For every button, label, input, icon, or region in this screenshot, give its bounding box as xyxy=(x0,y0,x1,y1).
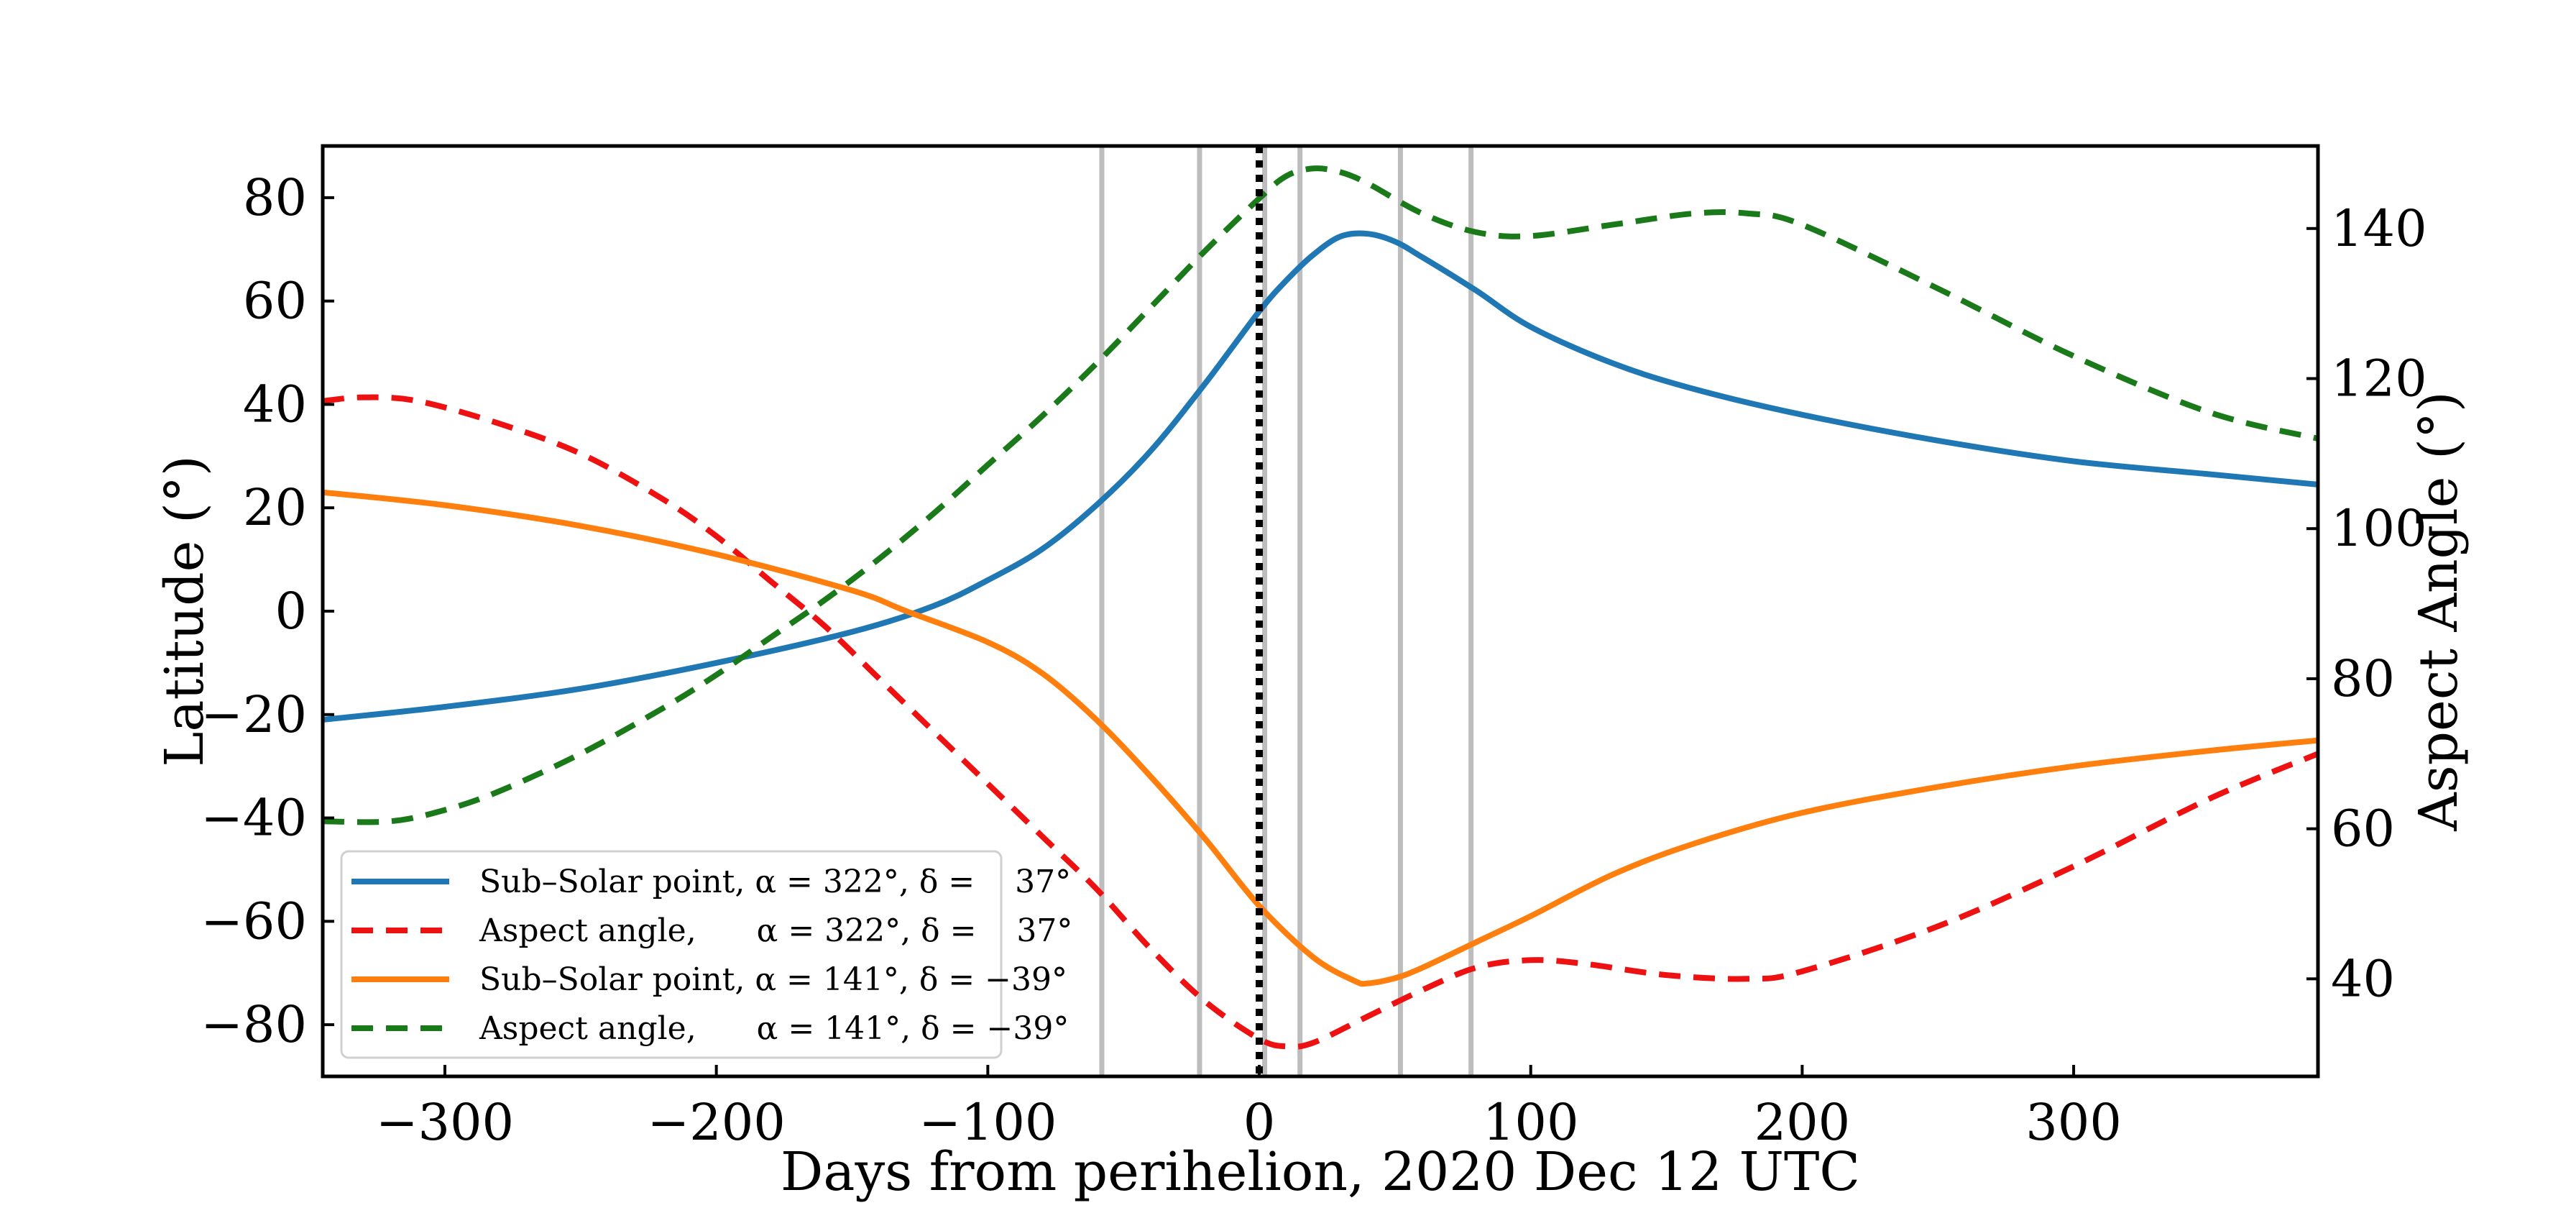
y-right-tick-label-2: 80 xyxy=(2331,649,2395,708)
y-right-tick-label-3: 100 xyxy=(2331,499,2427,558)
y-left-tick-label-8: 80 xyxy=(243,168,307,227)
x-tick-label-3: 0 xyxy=(1243,1093,1276,1152)
x-tick-label-2: −100 xyxy=(919,1093,1057,1152)
axes: −300 −200 −100 0 100 200 300−80−60−40−20020406… xyxy=(201,168,2426,1152)
x-tick-label-0: −300 xyxy=(376,1093,514,1152)
legend-entry-2: Sub–Solar point, α = 141°, δ = −39° xyxy=(479,961,1067,998)
y-right-tick-label-1: 60 xyxy=(2331,800,2395,859)
legend-entry-1: Aspect angle, α = 322°, δ = 37° xyxy=(479,912,1072,949)
y-left-tick-label-1: −60 xyxy=(201,892,307,951)
y-left-tick-label-2: −40 xyxy=(201,789,307,848)
y-axis-right-title: Aspect Angle (°) xyxy=(2408,391,2470,831)
series-lines xyxy=(323,165,2318,1050)
y-right-tick-label-5: 140 xyxy=(2331,199,2427,258)
series-subsolar-322 xyxy=(323,230,2318,723)
x-tick-label-5: 200 xyxy=(1754,1093,1851,1152)
y-left-tick-label-7: 60 xyxy=(243,272,307,331)
x-axis-title: Days from perihelion, 2020 Dec 12 UTC xyxy=(781,1141,1860,1203)
y-left-tick-label-5: 20 xyxy=(243,478,307,537)
series-subsolar-141 xyxy=(323,489,2318,987)
y-right-tick-label-0: 40 xyxy=(2331,949,2395,1008)
y-left-tick-label-0: −80 xyxy=(201,995,307,1054)
y-left-tick-label-3: −20 xyxy=(201,685,307,744)
legend-entry-0: Sub–Solar point, α = 322°, δ = 37° xyxy=(479,864,1071,900)
x-tick-label-4: 100 xyxy=(1483,1093,1579,1152)
legend-box xyxy=(340,850,1003,1059)
y-left-tick-label-6: 40 xyxy=(243,375,307,434)
x-tick-label-1: −200 xyxy=(648,1093,786,1152)
y-axis-left-title: Latitude (°) xyxy=(154,455,216,767)
x-tick-label-6: 300 xyxy=(2025,1093,2122,1152)
legend: Sub–Solar point, α = 322°, δ = 37° Aspect… xyxy=(340,850,1072,1059)
legend-entry-3: Aspect angle, α = 141°, δ = −39° xyxy=(479,1010,1069,1047)
series-aspect-322 xyxy=(323,394,2318,1050)
y-left-tick-label-4: 0 xyxy=(275,582,307,641)
series-aspect-141 xyxy=(323,165,2318,825)
y-right-tick-label-4: 120 xyxy=(2331,349,2427,408)
